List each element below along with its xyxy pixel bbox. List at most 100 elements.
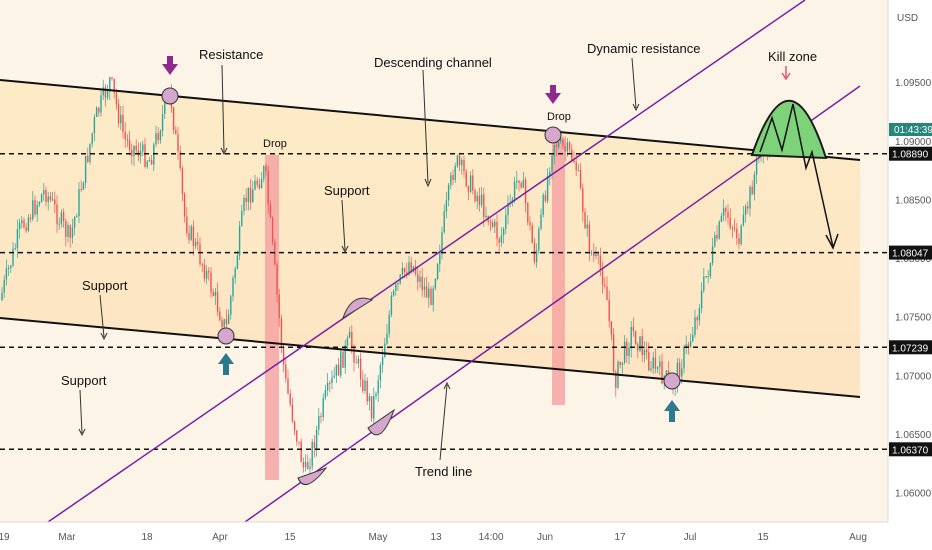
candle-body-4332 [432,288,434,306]
candle-body-4090 [408,262,410,275]
candle-body-6972 [696,317,698,321]
candle-body-5806 [579,170,582,189]
candle-body-2704 [269,204,272,218]
candle-body-944 [93,116,96,134]
candle-body-1758 [175,130,177,135]
candle-body-2264 [225,319,228,324]
candle-body-2924 [291,404,294,422]
candle-body-2990 [298,441,300,443]
candle-body-3826 [381,357,384,366]
time-tick-2: 18 [141,532,153,543]
candle-body-7170 [716,235,718,239]
candle-body-790 [78,189,80,217]
countdown-text: 01:43:39 [894,125,932,136]
candle-body-3606 [359,358,362,380]
candle-body-3320 [331,377,333,383]
candle-body-1912 [190,226,192,240]
level-tag-text-3: 1.06370 [892,445,929,456]
time-axis-panel[interactable] [0,522,932,550]
candle-body-3430 [342,351,344,368]
candle-body-5652 [564,145,566,152]
candle-body-2484 [247,187,250,202]
candle-body-7412 [740,225,742,244]
candle-body-5410 [540,214,542,229]
time-tick-8: Jun [537,532,553,543]
candle-body-6686 [667,370,670,376]
candle-body-3716 [370,396,373,419]
time-tick-0: 19 [0,532,10,543]
time-tick-3: Apr [212,532,228,543]
candle-body-218 [21,220,23,224]
candle-body-5850 [584,212,586,229]
candle-body-768 [76,216,78,218]
candle-body-3254 [324,390,327,398]
candle-body-6664 [665,370,668,377]
candle-body-3870 [386,333,388,344]
projection-arrowhead [825,233,839,250]
candle-body-3958 [395,284,397,291]
candle-body-6158 [615,371,617,388]
time-tick-4: 15 [284,532,296,543]
candle-body-5058 [505,215,507,229]
level-tag-3: 1.06370 [889,442,932,457]
candle-body-1340 [133,145,135,157]
candle-body-174 [16,229,19,249]
candle-body-2528 [252,189,254,203]
label-support-3: Support [61,373,107,388]
candle-body-4618 [461,160,463,166]
channel-upper-line [0,79,861,161]
kill-zone-shape [750,99,828,160]
price-axis-panel[interactable] [888,0,932,550]
price-tick-0: 1.09500 [895,78,932,89]
label-trend-line: Trend line [415,464,472,479]
candle-body-3914 [390,295,393,315]
candle-body-7258 [725,208,727,212]
kill-zone-arrow-icon [781,66,791,81]
label-drop-2: Drop [547,111,571,123]
candle-body-1736 [172,107,175,130]
candle-body-394 [38,202,41,205]
candle-body-1274 [126,139,129,141]
candle-body-6422 [641,336,643,356]
candle-body-64 [5,268,8,280]
candle-body-3122 [311,442,313,467]
candle-body-416 [40,194,43,203]
candle-body-2594 [258,184,261,189]
candle-body-6092 [608,300,610,322]
candle-body-2880 [287,378,289,394]
candle-body-5762 [575,162,577,170]
candle-body-5564 [555,144,558,147]
candle-body-6862 [685,344,687,348]
candle-body-2550 [254,180,256,190]
candle-body-5982 [597,254,599,256]
candle-body-3232 [322,397,324,417]
time-tick-9: 17 [614,532,626,543]
candle-body-5190 [518,180,520,183]
support-levels [0,152,888,451]
time-tick-6: 13 [430,532,442,543]
candle-body-5080 [507,203,509,216]
candle-body-4772 [476,195,478,202]
candle-body-5388 [538,228,540,251]
candle-body-6312 [630,326,632,348]
price-tick-7: 1.06000 [895,489,932,500]
candle-body-3804 [379,365,382,381]
candle-body-4024 [401,268,404,275]
candle-body-2440 [243,197,245,211]
candle-body-3408 [340,351,342,376]
candle-body-4794 [478,195,481,205]
time-tick-1: Mar [58,532,76,543]
candle-body-4486 [447,184,450,201]
candle-body-3628 [362,379,364,391]
candle-body-1846 [183,194,186,217]
candle-body-658 [65,220,67,237]
drop-zone-2 [552,140,565,405]
candle-body-2308 [230,296,232,315]
candle-body-2902 [289,393,291,405]
candle-body-4200 [419,276,421,282]
candle-body-5520 [551,155,553,173]
candle-body-1868 [186,216,188,234]
candle-body-3210 [320,416,322,417]
